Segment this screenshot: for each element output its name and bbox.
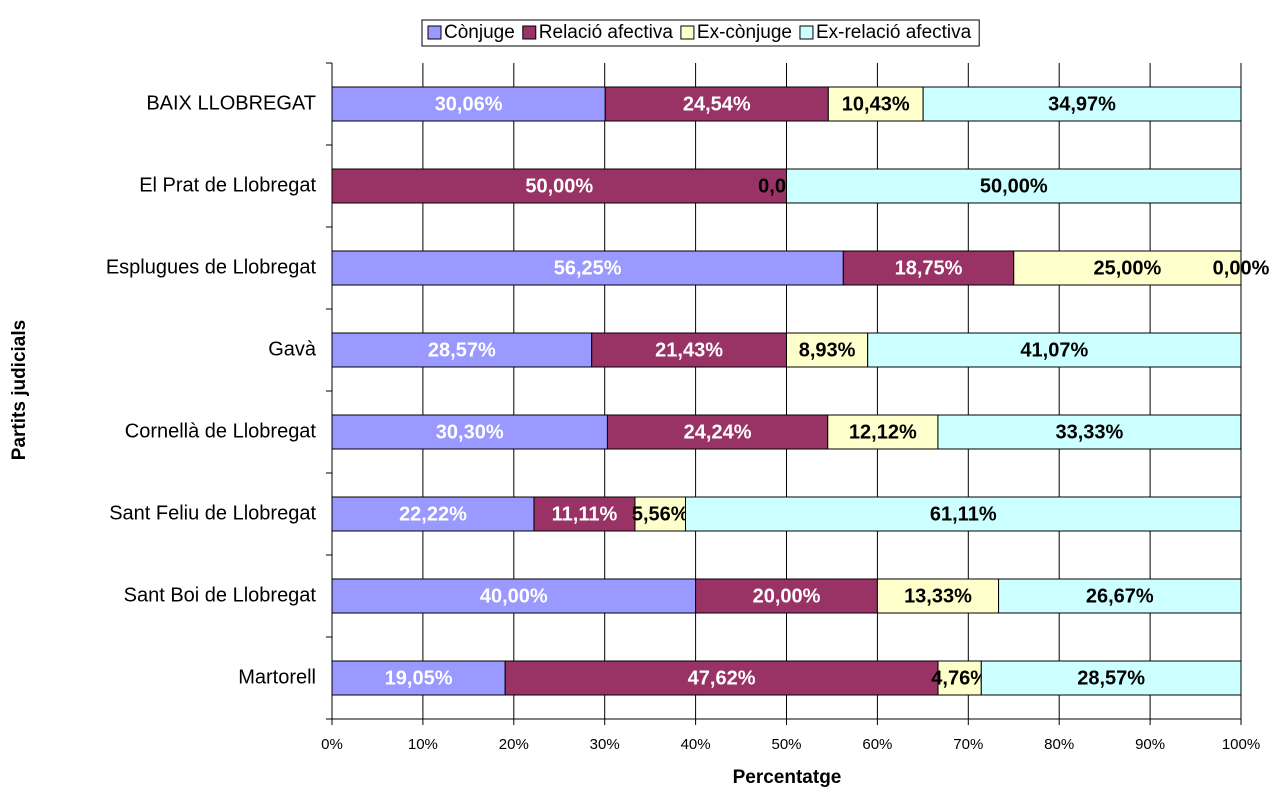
bar-segment xyxy=(331,168,787,204)
bar-segment xyxy=(827,414,939,450)
bar-segment xyxy=(331,250,844,286)
bar-segment xyxy=(998,578,1242,614)
legend-label: Cònjuge xyxy=(444,22,515,43)
x-tick-label: 60% xyxy=(862,736,892,753)
x-axis-title: Percentatge xyxy=(733,767,842,788)
value-label: 34,97% xyxy=(1048,93,1116,115)
y-tick-label: Cornellà de Llobregat xyxy=(125,420,317,442)
legend-box xyxy=(421,19,980,47)
bar-segment xyxy=(591,332,787,368)
y-tick-label: Sant Boi de Llobregat xyxy=(124,584,317,606)
bar-segment xyxy=(685,496,1242,532)
x-tick-label: 50% xyxy=(771,736,801,753)
legend-swatch xyxy=(522,25,537,40)
value-label: 47,62% xyxy=(688,667,756,689)
bar-segment xyxy=(331,414,608,450)
bar-segment xyxy=(922,86,1242,122)
legend-label: Relació afectiva xyxy=(539,22,674,43)
value-label: 30,06% xyxy=(435,93,503,115)
value-label: 13,33% xyxy=(904,585,972,607)
bar-segment xyxy=(1013,250,1242,286)
bar-segment xyxy=(827,86,924,122)
value-label: 26,67% xyxy=(1086,585,1154,607)
bar-segment xyxy=(331,332,593,368)
x-tick-label: 80% xyxy=(1044,736,1074,753)
value-label: 56,25% xyxy=(554,257,622,279)
bar-segment xyxy=(533,496,636,532)
legend-swatch xyxy=(799,25,814,40)
value-label: 20,00% xyxy=(753,585,821,607)
value-label: 33,33% xyxy=(1056,421,1124,443)
x-tick-label: 30% xyxy=(590,736,620,753)
value-label: 30,30% xyxy=(436,421,504,443)
y-tick-label: Gavà xyxy=(268,338,317,360)
value-label: 19,05% xyxy=(385,667,453,689)
x-tick-label: 0% xyxy=(321,736,343,753)
bar-segment xyxy=(786,168,1242,204)
y-tick-label: BAIX LLOBREGAT xyxy=(146,92,316,114)
bar-segment xyxy=(867,332,1242,368)
legend-label: Ex-cònjuge xyxy=(697,22,792,43)
bar-segment xyxy=(876,578,1000,614)
y-tick-label: Martorell xyxy=(238,666,316,688)
value-label: 25,00% xyxy=(1093,257,1161,279)
y-axis-title: Partits judicials xyxy=(9,320,30,460)
y-tick-label: Sant Feliu de Llobregat xyxy=(109,502,316,524)
value-label: 10,43% xyxy=(842,93,910,115)
x-tick-label: 70% xyxy=(953,736,983,753)
x-tick-label: 40% xyxy=(681,736,711,753)
bar-segment xyxy=(634,496,687,532)
y-tick-label: El Prat de Llobregat xyxy=(139,174,316,196)
legend-swatch xyxy=(427,25,442,40)
value-label: 41,07% xyxy=(1020,339,1088,361)
value-label: 18,75% xyxy=(895,257,963,279)
y-tick-label: Esplugues de Llobregat xyxy=(106,256,317,278)
value-label: 28,57% xyxy=(1077,667,1145,689)
x-tick-label: 100% xyxy=(1222,736,1260,753)
value-label: 8,93% xyxy=(799,339,856,361)
value-label: 11,11% xyxy=(552,503,618,525)
value-label: 22,22% xyxy=(399,503,467,525)
bar-segment xyxy=(980,660,1242,696)
value-label: 21,43% xyxy=(655,339,723,361)
value-label: 12,12% xyxy=(849,421,917,443)
bar-segment xyxy=(331,660,506,696)
x-tick-label: 20% xyxy=(499,736,529,753)
value-label: 50,00% xyxy=(980,175,1048,197)
value-label: 50,00% xyxy=(525,175,593,197)
bar-segment xyxy=(695,578,878,614)
x-tick-label: 10% xyxy=(408,736,438,753)
bar-segment xyxy=(331,578,697,614)
legend-swatch xyxy=(680,25,695,40)
value-label: 24,24% xyxy=(684,421,752,443)
value-label: 61,11% xyxy=(930,503,997,525)
value-label: 5,56% xyxy=(632,503,689,525)
value-label: 24,54% xyxy=(683,93,751,115)
value-label: 40,00% xyxy=(480,585,548,607)
value-label: 0,00% xyxy=(1213,257,1270,279)
bar-segment xyxy=(937,660,982,696)
value-label: 4,76% xyxy=(931,667,988,689)
bar-segment xyxy=(504,660,939,696)
x-tick-label: 90% xyxy=(1135,736,1165,753)
legend-label: Ex-relació afectiva xyxy=(816,22,972,43)
bar-segment xyxy=(937,414,1242,450)
value-label: 28,57% xyxy=(428,339,496,361)
